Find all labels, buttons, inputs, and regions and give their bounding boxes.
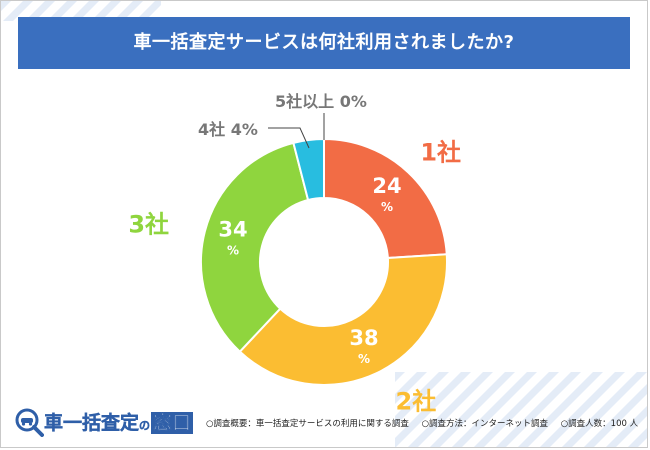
footer: 車一括査定の 窓口 ○調査概要：車一括査定サービスの利用に関する調査 ○調査方法：… <box>8 404 644 440</box>
leader-line-4 <box>268 127 310 149</box>
brand-logo-text: 車一括査定の 窓口 <box>44 412 194 434</box>
chart-title: 車一括査定サービスは何社利用されましたか? <box>18 17 630 69</box>
magnifier-car-icon <box>15 408 44 437</box>
slice-value-label-1: 24 <box>372 174 401 198</box>
slice-unit-label-1: % <box>381 200 393 214</box>
slice-unit-label-2: % <box>358 352 370 366</box>
slice-category-label-3: 3社 <box>128 211 169 239</box>
brand-logo: 車一括査定の 窓口 <box>14 406 194 440</box>
survey-note-overview: ○調査概要：車一括査定サービスの利用に関する調査 <box>206 419 409 429</box>
slice-category-label-2: 2社 <box>396 388 437 416</box>
donut-slice-4 <box>292 137 325 202</box>
donut-slice-3 <box>200 141 310 354</box>
slice-outside-label-4: 4社 4% <box>198 120 258 139</box>
survey-note-count: ○調査人数：100 人 <box>560 419 639 429</box>
stripe-decoration-top-left <box>1 1 161 21</box>
stripe-decoration-bottom-right <box>395 372 647 447</box>
survey-notes: ○調査概要：車一括査定サービスの利用に関する調査 ○調査方法：インターネット調査… <box>206 417 648 429</box>
donut-slice-2 <box>238 253 448 386</box>
slice-outside-label-5: 5社以上 0% <box>275 92 367 111</box>
slice-category-label-1: 1社 <box>420 139 461 167</box>
donut-slice-1 <box>323 137 448 260</box>
survey-note-method: ○調査方法：インターネット調査 <box>421 419 549 429</box>
slice-value-label-3: 34 <box>218 218 247 242</box>
slice-value-label-2: 38 <box>349 326 378 350</box>
slice-unit-label-3: % <box>227 244 239 258</box>
